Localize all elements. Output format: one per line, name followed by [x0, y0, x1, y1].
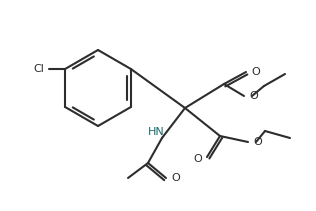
Text: O: O: [249, 91, 258, 101]
Text: O: O: [251, 67, 260, 77]
Text: O: O: [171, 173, 180, 183]
Text: O: O: [193, 154, 202, 164]
Text: O: O: [253, 137, 262, 147]
Text: HN: HN: [148, 127, 164, 137]
Text: Cl: Cl: [33, 64, 45, 74]
